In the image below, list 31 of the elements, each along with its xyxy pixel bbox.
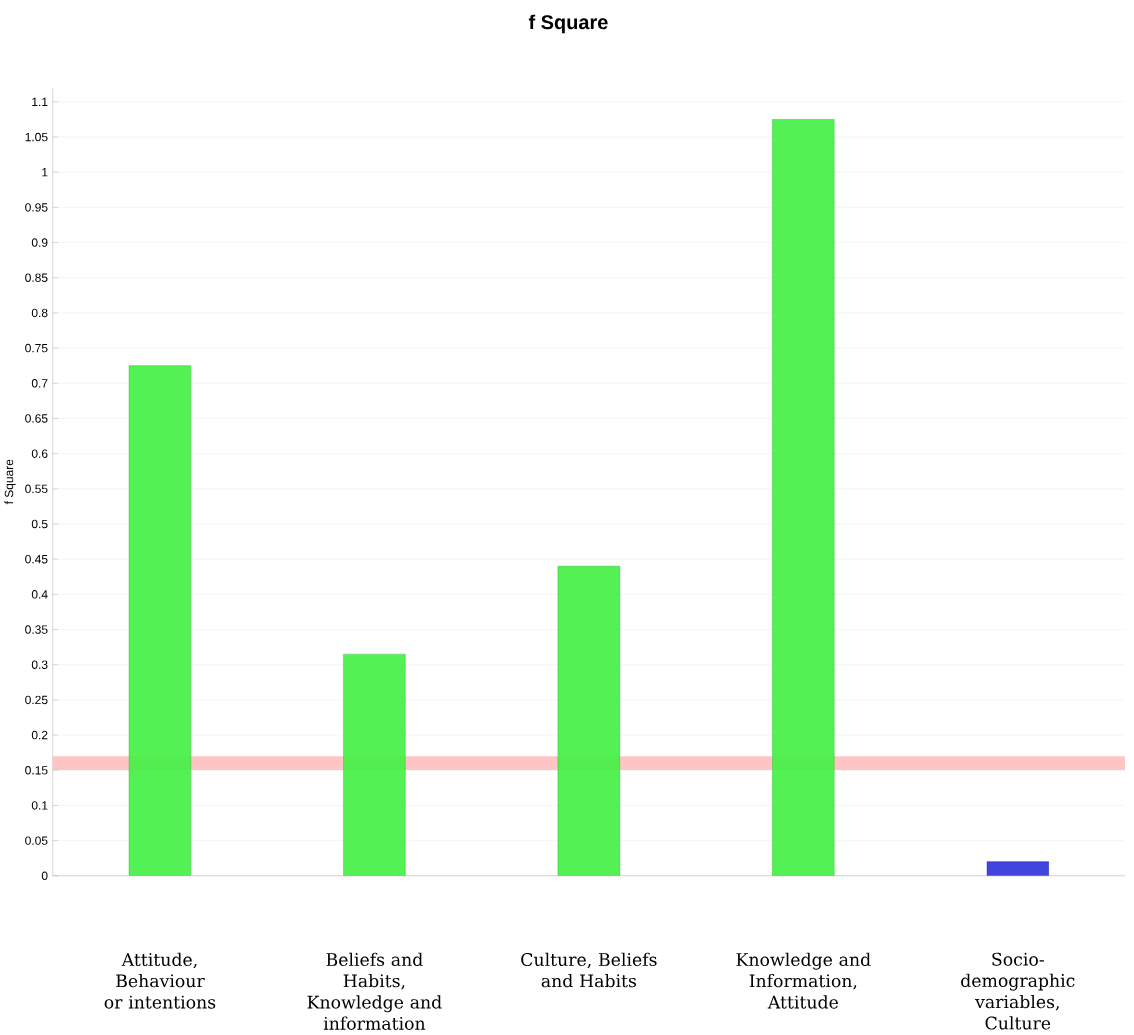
y-tick-label: 0.4 xyxy=(31,589,48,599)
y-tick-label: 0.8 xyxy=(31,308,48,317)
y-tick-label: 0.85 xyxy=(25,273,48,282)
y-tick-label: 0.15 xyxy=(25,765,48,775)
y-tick-label: 0.9 xyxy=(31,238,48,247)
x-tick-label: Attitude, Behaviour or intentions xyxy=(104,952,216,1009)
y-tick-label: 0.45 xyxy=(25,554,48,564)
y-tick-label: 0.3 xyxy=(31,660,48,669)
y-tick-label: 0.55 xyxy=(25,484,48,493)
bar xyxy=(986,861,1049,876)
y-tick-label: 0.1 xyxy=(31,801,48,810)
y-tick-label: 0.6 xyxy=(31,449,48,458)
y-tick-label: 0.75 xyxy=(25,343,48,353)
chart-title: f Square xyxy=(528,14,608,34)
x-tick-label: Knowledge and Information, Attitude xyxy=(736,952,871,1009)
y-tick-label: 1.1 xyxy=(32,97,48,106)
y-tick-label: 1.05 xyxy=(25,132,48,142)
y-tick-label: 0.7 xyxy=(31,378,48,388)
y-tick-label: 0.2 xyxy=(31,730,48,740)
y-tick-label: 0.05 xyxy=(25,836,48,845)
y-tick-label: 0.65 xyxy=(25,414,48,423)
y-tick-label: 0 xyxy=(41,871,48,880)
y-tick-label: 0.5 xyxy=(31,519,48,529)
y-axis-title: f Square xyxy=(4,459,16,505)
y-tick-label: 0.95 xyxy=(25,202,48,212)
y-tick-label: 0.25 xyxy=(25,695,48,704)
x-tick-label: Beliefs and Habits, Knowledge and information xyxy=(307,952,442,1030)
x-tick-label: Culture, Beliefs and Habits xyxy=(521,952,657,988)
y-tick-label: 0.35 xyxy=(25,625,48,634)
y-tick-label: 1 xyxy=(42,167,48,177)
x-tick-label: Socio-demographic variables, Culture xyxy=(961,952,1075,1030)
